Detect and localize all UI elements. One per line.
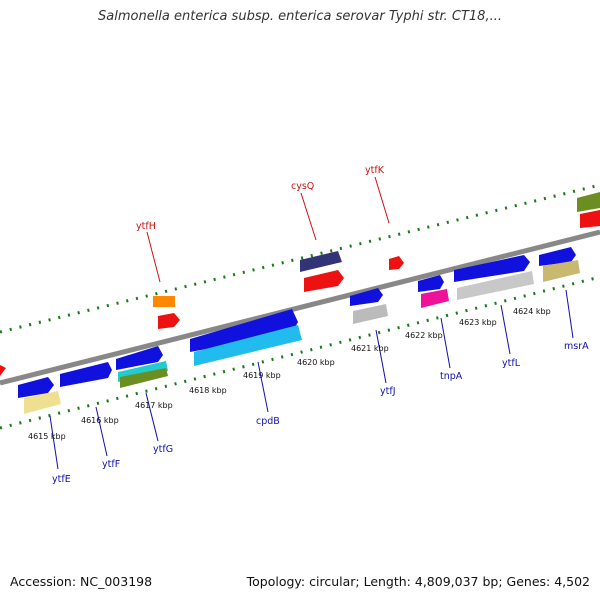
feature-tnpA [418, 275, 444, 292]
leader-cysQ [300, 192, 317, 241]
feature-cpdB [190, 309, 298, 352]
feature-msrA [539, 247, 576, 266]
tick-label: 4620 kbp [297, 358, 335, 367]
tick-label: 4618 kbp [189, 386, 227, 395]
feature-ytfJ-gray [353, 304, 388, 324]
feature-cpdB-cyan [194, 325, 302, 366]
genome-backbone [0, 229, 600, 386]
feature-red-arrow [0, 365, 6, 376]
leader-ytfH [146, 231, 161, 283]
feature-ytfE [18, 377, 54, 398]
feature-msrA-khaki [543, 260, 580, 282]
topology-summary: Topology: circular; Length: 4,809,037 bp… [246, 574, 590, 589]
feature-red-cysQ [304, 270, 344, 292]
tick-label: 4623 kbp [459, 318, 497, 327]
label-ytfL: ytfL [502, 358, 521, 369]
feature-ytfF [60, 362, 112, 387]
feature-red-right [580, 210, 600, 228]
feature-ytfL [454, 255, 530, 282]
leader-msrA [565, 289, 574, 339]
leader-ytfG [145, 392, 159, 442]
label-cpdB: cpdB [256, 416, 280, 427]
label-ytfG: ytfG [153, 444, 173, 455]
feature-ytfJ [350, 288, 383, 306]
label-ytfH: ytfH [136, 221, 156, 232]
tick-label: 4622 kbp [405, 331, 443, 340]
feature-ytfK [389, 256, 404, 270]
label-ytfK: ytfK [365, 165, 385, 176]
feature-ytfH [153, 296, 175, 307]
leader-ytfF [95, 406, 108, 457]
feature-olive [577, 192, 600, 212]
top-features [0, 192, 600, 376]
map-title: Salmonella enterica subsp. enterica sero… [98, 9, 502, 24]
label-msrA: msrA [564, 341, 589, 352]
tick-label: 4617 kbp [135, 401, 173, 410]
accession-label: Accession: NC_003198 [10, 574, 153, 589]
label-ytfF: ytfF [102, 459, 120, 470]
label-tnpA: tnpA [440, 371, 463, 382]
bottom-features [18, 247, 580, 414]
feature-tnpA-pink [421, 289, 449, 308]
leader-ytfK [374, 176, 390, 224]
tick-label: 4619 kbp [243, 371, 281, 380]
feature-ytfG-olive [120, 368, 168, 388]
tick-label: 4624 kbp [513, 307, 551, 316]
tick-label: 4615 kbp [28, 432, 66, 441]
feature-ytfG [116, 346, 163, 370]
feature-cysQ [300, 251, 342, 272]
leader-tnpA [440, 317, 451, 369]
feature-ytfL-gray [457, 271, 534, 300]
leader-ytfJ [375, 329, 387, 384]
leader-ytfE [49, 415, 59, 470]
label-ytfJ: ytfJ [380, 386, 396, 397]
leader-ytfL [500, 304, 511, 355]
tick-label: 4621 kbp [351, 344, 389, 353]
leader-cpdB [257, 361, 269, 413]
feature-ytfE-2 [24, 391, 61, 414]
label-cysQ: cysQ [291, 181, 314, 192]
feature-red-small [158, 313, 180, 329]
label-ytfE: ytfE [52, 474, 71, 485]
tick-label: 4616 kbp [81, 416, 119, 425]
